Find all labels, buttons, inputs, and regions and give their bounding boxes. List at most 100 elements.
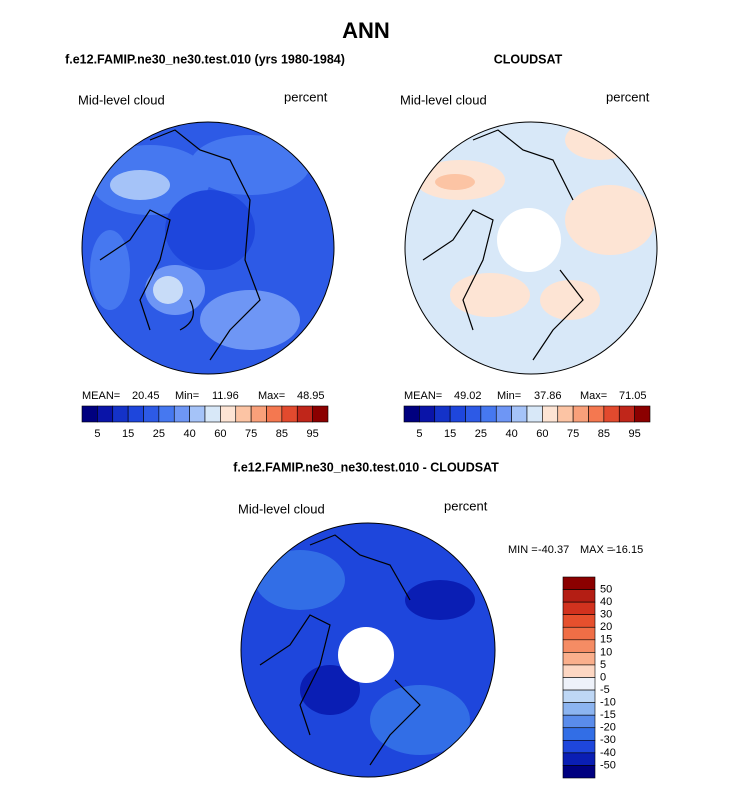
- colorbar-label: 75: [567, 428, 579, 440]
- colorbar-swatch: [542, 405, 559, 423]
- colorbar-label: 75: [245, 428, 257, 440]
- colorbar-swatch: [127, 405, 144, 423]
- colorbar-swatch: [235, 405, 252, 423]
- colorbar-label: 60: [214, 428, 226, 440]
- colorbar-swatch: [562, 689, 596, 703]
- colorbar-swatch: [572, 405, 589, 423]
- colorbar-swatch: [266, 405, 283, 423]
- stat-value: 71.05: [619, 390, 647, 402]
- colorbar-swatch: [562, 752, 596, 766]
- colorbar-swatch: [204, 405, 221, 423]
- colorbar-swatch: [449, 405, 466, 423]
- stat-label: Min=: [497, 390, 521, 402]
- colorbar-label: 15: [600, 634, 612, 646]
- colorbar-swatch: [557, 405, 574, 423]
- colorbar-swatch: [526, 405, 543, 423]
- colorbar-swatch: [562, 589, 596, 603]
- colorbar-swatch: [603, 405, 620, 423]
- colorbar-label: 40: [506, 428, 518, 440]
- colorbar-swatch: [158, 405, 175, 423]
- colorbar-swatch: [403, 405, 420, 423]
- colorbar-label: 30: [600, 609, 612, 621]
- colorbar-label: 0: [600, 671, 606, 683]
- stat-label: Max=: [258, 390, 285, 402]
- stat-label: Min=: [175, 390, 199, 402]
- colorbar-swatch: [465, 405, 482, 423]
- stat-value: -16.15: [612, 544, 643, 556]
- colorbar-swatch: [562, 677, 596, 691]
- colorbar-swatch: [112, 405, 129, 423]
- colorbar-swatch: [562, 626, 596, 641]
- stat-value: 49.02: [454, 390, 482, 402]
- panel-title: CLOUDSAT: [494, 52, 563, 66]
- colorbar-label: 15: [444, 428, 456, 440]
- colorbar-swatch: [588, 405, 605, 423]
- colorbar-label: -5: [600, 684, 610, 696]
- colorbar-label: 60: [536, 428, 548, 440]
- colorbar-label: -10: [600, 697, 616, 709]
- map-border: [404, 121, 658, 375]
- colorbar-label: -40: [600, 747, 616, 759]
- colorbar-label: 85: [598, 428, 610, 440]
- colorbar-swatch: [296, 405, 313, 423]
- colorbar-swatch: [189, 405, 206, 423]
- colorbar-swatch: [495, 405, 512, 423]
- map-border: [240, 522, 496, 778]
- colorbar-swatch: [312, 405, 329, 423]
- colorbar-swatch: [562, 740, 596, 754]
- colorbar-swatch: [143, 405, 160, 423]
- stat-value: -40.37: [538, 544, 569, 556]
- colorbar-swatch: [562, 664, 596, 678]
- variable-name: Mid-level cloud: [238, 501, 325, 516]
- panel-title: f.e12.FAMIP.ne30_ne30.test.010 - CLOUDSA…: [233, 460, 499, 474]
- colorbar-swatch: [97, 405, 114, 423]
- colorbar-label: -30: [600, 734, 616, 746]
- colorbar-label: 20: [600, 621, 612, 633]
- colorbar-label: 25: [475, 428, 487, 440]
- colorbar-label: 85: [276, 428, 288, 440]
- variable-name: Mid-level cloud: [78, 92, 165, 107]
- colorbar-swatch: [480, 405, 497, 423]
- units: percent: [444, 498, 488, 513]
- stat-value: 20.45: [132, 390, 160, 402]
- colorbar-label: 5: [94, 428, 100, 440]
- colorbar-label: 50: [600, 583, 612, 595]
- colorbar-swatch: [81, 405, 98, 423]
- colorbar-swatch: [220, 405, 237, 423]
- colorbar-label: 40: [184, 428, 196, 440]
- stat-value: 37.86: [534, 390, 562, 402]
- stat-label: Max=: [580, 390, 607, 402]
- colorbar-swatch: [562, 652, 596, 666]
- stat-label: MAX =: [580, 544, 613, 556]
- colorbar-swatch: [511, 405, 528, 423]
- stat-value: 48.95: [297, 390, 325, 402]
- map-model: [82, 122, 334, 374]
- colorbar-swatch: [562, 727, 596, 741]
- colorbar-label: -50: [600, 759, 616, 771]
- colorbar-label: -15: [600, 709, 616, 721]
- figure-title: ANN: [342, 18, 390, 43]
- stat-label: MEAN=: [404, 390, 442, 402]
- colorbar-swatch: [562, 614, 596, 628]
- units: percent: [284, 89, 328, 104]
- colorbar-swatch: [634, 405, 651, 423]
- colorbar-swatch: [173, 405, 190, 423]
- colorbar-label: 10: [600, 646, 612, 658]
- colorbar-label: 95: [307, 428, 319, 440]
- colorbar-swatch: [562, 601, 596, 615]
- colorbar-swatch: [562, 639, 596, 653]
- stat-value: 11.96: [212, 390, 239, 402]
- colorbar-swatch: [281, 405, 298, 423]
- colorbar-label: -20: [600, 722, 616, 734]
- variable-name: Mid-level cloud: [400, 92, 487, 107]
- colorbar-swatch: [562, 702, 596, 716]
- colorbar-swatch: [562, 714, 596, 729]
- colorbar-swatch: [562, 765, 596, 779]
- colorbar-label: 95: [629, 428, 641, 440]
- colorbar-label: 25: [153, 428, 165, 440]
- map-border: [81, 121, 335, 375]
- panel-title: f.e12.FAMIP.ne30_ne30.test.010 (yrs 1980…: [65, 52, 345, 66]
- map-obs: [405, 122, 657, 374]
